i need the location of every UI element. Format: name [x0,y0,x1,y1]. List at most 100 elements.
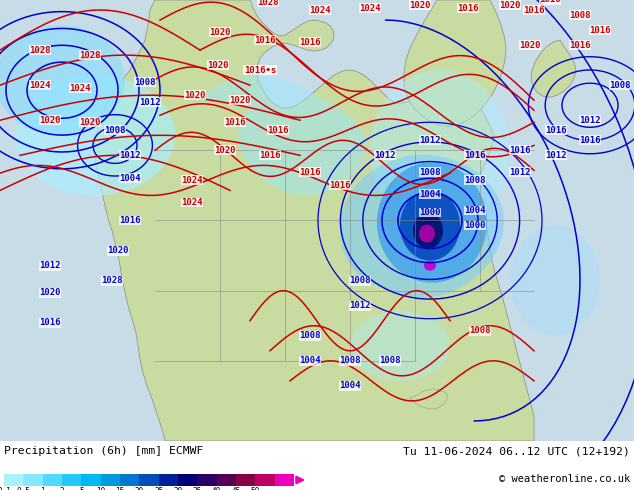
Text: 20: 20 [134,487,144,490]
Text: 1008: 1008 [339,356,361,366]
Text: 1024: 1024 [69,84,91,93]
Text: 1012: 1012 [349,301,371,310]
Text: 35: 35 [193,487,202,490]
Bar [217,474,236,486]
Text: 1020: 1020 [410,0,430,9]
Bar [62,474,81,486]
Polygon shape [404,0,506,126]
Text: 1020: 1020 [230,96,251,105]
Text: 1028: 1028 [101,276,123,285]
Text: 1008: 1008 [134,78,156,87]
Text: 1016: 1016 [254,36,276,45]
Polygon shape [94,0,534,441]
Text: 1016: 1016 [523,5,545,15]
Text: 1020: 1020 [519,41,541,49]
Text: 1012: 1012 [545,151,567,160]
Text: 1016: 1016 [540,0,560,4]
Text: 15: 15 [115,487,125,490]
Text: 5: 5 [79,487,84,490]
Text: 1008: 1008 [299,331,321,340]
Text: 1016: 1016 [39,318,61,327]
Bar [23,474,42,486]
Text: 30: 30 [173,487,183,490]
Text: © weatheronline.co.uk: © weatheronline.co.uk [499,474,630,484]
Text: 1008: 1008 [609,81,631,90]
Text: 1008: 1008 [469,326,491,335]
Text: 1020: 1020 [107,246,129,255]
Text: 40: 40 [212,487,221,490]
Text: 2: 2 [60,487,64,490]
Text: 1: 1 [41,487,45,490]
Bar [275,474,294,486]
Text: Tu 11-06-2024 06..12 UTC (12+192): Tu 11-06-2024 06..12 UTC (12+192) [403,446,630,456]
Text: 1016: 1016 [268,126,288,135]
Text: 1008: 1008 [464,176,486,185]
Text: 1000: 1000 [464,221,486,230]
Text: 1004: 1004 [299,356,321,366]
Text: 1004: 1004 [339,381,361,391]
Text: 1008: 1008 [104,126,126,135]
Polygon shape [413,213,443,248]
Text: 1004: 1004 [419,190,441,199]
Text: 1024: 1024 [181,198,203,207]
Text: 1020: 1020 [79,118,101,127]
Bar [101,474,120,486]
Bar [4,474,23,486]
Text: 1016: 1016 [464,151,486,160]
Polygon shape [350,311,450,381]
Polygon shape [424,261,436,270]
Text: 1016: 1016 [457,3,479,13]
Text: 1012: 1012 [39,261,61,270]
Text: 25: 25 [154,487,164,490]
Text: 1024: 1024 [181,176,203,185]
Bar [42,474,62,486]
Text: 10: 10 [96,487,105,490]
Text: Precipitation (6h) [mm] ECMWF: Precipitation (6h) [mm] ECMWF [4,446,204,456]
Text: 1012: 1012 [579,116,601,125]
Polygon shape [410,389,448,409]
Polygon shape [419,224,435,243]
Text: 1016•s: 1016•s [244,66,276,74]
Text: 1024: 1024 [359,3,381,13]
Text: 1020: 1020 [209,27,231,37]
Text: 1004: 1004 [464,206,486,215]
Text: 1016: 1016 [259,151,281,160]
Text: 1024: 1024 [29,81,51,90]
Polygon shape [340,154,504,298]
Text: 1008: 1008 [349,276,371,285]
Text: 1020: 1020 [184,91,206,100]
Text: 1016: 1016 [509,146,531,155]
Text: 1004: 1004 [119,174,141,183]
Polygon shape [200,75,366,196]
Polygon shape [377,162,487,283]
Text: 1016: 1016 [299,168,321,177]
Text: 0.1: 0.1 [0,487,11,490]
Polygon shape [370,70,510,230]
Text: 1020: 1020 [499,0,521,9]
Text: 1016: 1016 [329,181,351,190]
Polygon shape [531,40,576,97]
Text: 1028: 1028 [29,46,51,54]
Text: 1024: 1024 [309,5,331,15]
Text: 1020: 1020 [39,288,61,297]
Text: 1008: 1008 [419,168,441,177]
Bar [120,474,139,486]
Bar [178,474,197,486]
Bar [197,474,217,486]
Text: 1016: 1016 [224,118,246,127]
Bar [158,474,178,486]
Bar [81,474,101,486]
Text: 0.5: 0.5 [16,487,30,490]
Text: 1020: 1020 [39,116,61,125]
Polygon shape [0,25,125,135]
Text: 50: 50 [250,487,260,490]
Text: 1016: 1016 [545,126,567,135]
Text: 1016: 1016 [589,25,611,35]
Text: 1012: 1012 [374,151,396,160]
Text: 1012: 1012 [509,168,531,177]
Text: 45: 45 [231,487,241,490]
Text: 1016: 1016 [569,41,591,49]
Text: 1016: 1016 [299,38,321,47]
Text: 1008: 1008 [379,356,401,366]
Bar [139,474,158,486]
